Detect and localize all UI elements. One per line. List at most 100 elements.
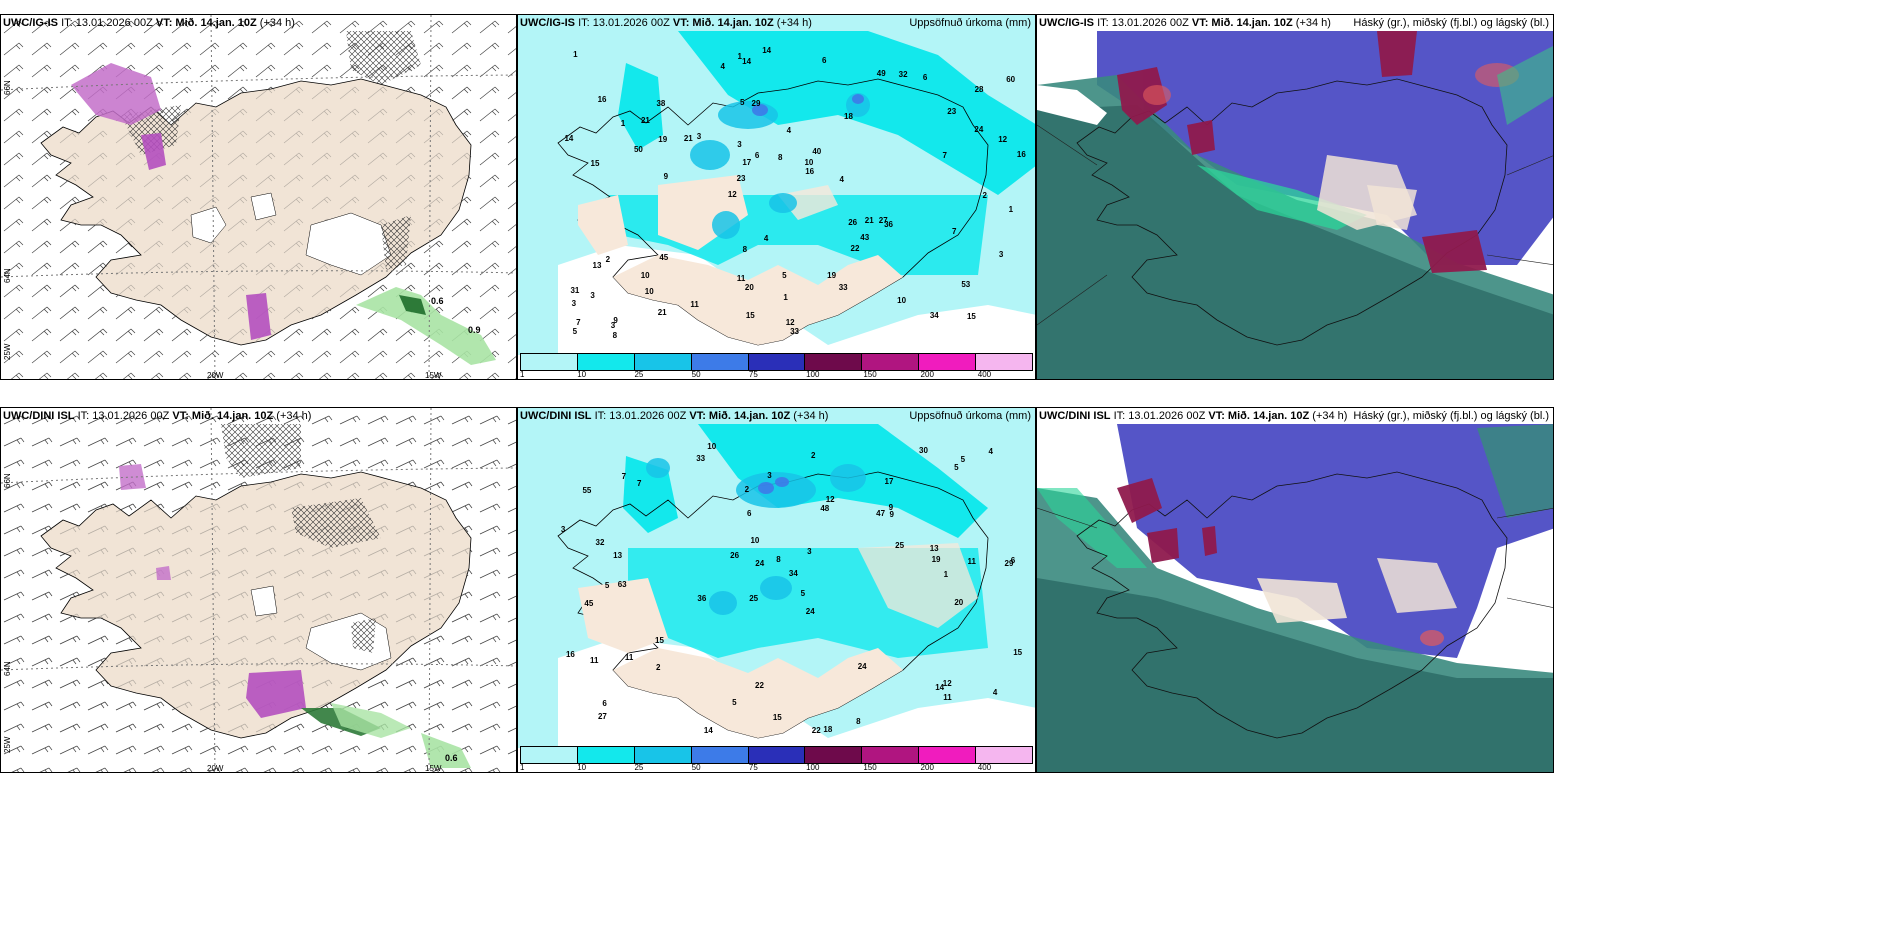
precip-value: 8 — [776, 554, 781, 564]
panel-title: UWC/DINI ISL IT: 13.01.2026 00Z VT: Mið.… — [3, 410, 312, 422]
precip-value: 3 — [560, 524, 566, 534]
legend-bar — [520, 353, 1033, 371]
legend-tick: 75 — [748, 763, 758, 772]
legend-tick: 400 — [977, 370, 992, 379]
precip-value: 29 — [751, 98, 761, 108]
panel-right-title: Uppsöfnuð úrkoma (mm) — [909, 17, 1031, 29]
precip-value: 23 — [736, 174, 746, 184]
precip-value: 6 — [1010, 556, 1016, 566]
precip-value: 33 — [790, 327, 799, 337]
lat-64-label: 64N — [3, 661, 12, 676]
precip-value: 12 — [785, 317, 795, 327]
legend-swatch — [748, 747, 806, 763]
precip-value: 38 — [656, 99, 666, 109]
precip-value: 24 — [805, 607, 815, 617]
precip-value: 11 — [589, 656, 599, 666]
legend-swatch — [521, 747, 578, 763]
precip-value: 32 — [595, 538, 605, 548]
panel-bottom-left-wind-map: UWC/DINI ISL IT: 13.01.2026 00Z VT: Mið.… — [0, 407, 517, 773]
precip-value: 21 — [657, 307, 667, 317]
legend-swatch — [862, 354, 920, 370]
precip-value: 1 — [573, 50, 578, 60]
legend-swatch — [976, 354, 1033, 370]
precip-value: 8 — [742, 244, 748, 254]
lat-66-label: 66N — [3, 473, 12, 488]
legend-swatch — [577, 747, 635, 763]
precip-value: 4 — [763, 234, 769, 244]
precip-value: 31 — [570, 286, 580, 295]
precip-value: 5 — [604, 580, 610, 590]
precip-value: 47 — [876, 508, 886, 518]
legend-tick: 200 — [920, 763, 934, 772]
precip-value: 32 — [898, 70, 908, 80]
precip-value: 10 — [897, 295, 907, 305]
precip-value: 5 — [782, 271, 787, 281]
precip-value: 2 — [656, 663, 661, 673]
precip-value: 24 — [857, 662, 867, 672]
precip-value: 15 — [1013, 648, 1023, 658]
panel-title: UWC/IG-IS IT: 13.01.2026 00Z VT: Mið. 14… — [3, 17, 295, 29]
precip-value: 6 — [602, 698, 607, 708]
precip-value: 36 — [884, 219, 893, 229]
precip-value: 7 — [637, 479, 642, 489]
precip-value: 4 — [839, 175, 844, 185]
precip-value: 10 — [707, 441, 717, 451]
precip-value: 22 — [811, 725, 821, 735]
legend-swatch — [748, 354, 806, 370]
precip-value: 8 — [856, 717, 861, 727]
precip-value: 10 — [640, 271, 650, 281]
precip-value: 22 — [850, 244, 860, 254]
precip-value: 16 — [597, 95, 607, 105]
precip-value: 50 — [633, 144, 643, 154]
legend-swatch — [577, 354, 635, 370]
precip-value: 6 — [754, 150, 760, 160]
precip-value: 53 — [961, 280, 971, 289]
precip-value: 3 — [590, 291, 595, 301]
precip-value: 6 — [922, 72, 928, 82]
legend-tick: 50 — [691, 370, 701, 379]
lon-15-label: 15W — [425, 371, 442, 380]
precip-value: 4 — [786, 126, 792, 136]
legend-swatch — [862, 747, 920, 763]
cloud-map-svg — [1037, 408, 1553, 772]
precip-value: 29 — [1004, 558, 1014, 568]
precip-value: 16 — [565, 649, 575, 659]
precip-value: 3 — [998, 249, 1004, 259]
legend-swatch — [805, 747, 863, 763]
precip-value: 9 — [889, 509, 894, 519]
precip-value: 33 — [838, 282, 848, 292]
legend-swatch — [919, 747, 977, 763]
precip-value: 24 — [974, 124, 984, 134]
precip-value: 11 — [943, 692, 952, 702]
precip-value: 13 — [592, 260, 602, 270]
legend-tick: 1 — [520, 370, 525, 379]
precip-value: 13 — [613, 551, 623, 561]
precip-value: 40 — [812, 147, 822, 156]
precip-value: 4 — [992, 687, 998, 697]
precip-value: 22 — [755, 680, 764, 690]
precip-value: 7 — [621, 471, 627, 481]
precip-value: 43 — [860, 232, 870, 242]
precip-color-legend: 1 10 25 50 75 100 150 200 400 — [518, 353, 1035, 379]
legend-bar — [520, 746, 1033, 764]
precip-value: 4 — [988, 446, 993, 456]
legend-tick: 50 — [691, 763, 701, 772]
legend-swatch — [521, 354, 578, 370]
precip-value: 3 — [571, 299, 577, 309]
precip-value: 15 — [745, 310, 755, 320]
legend-swatch — [634, 354, 692, 370]
legend-tick: 200 — [920, 370, 934, 379]
panel-right-title: Háský (gr.), miðský (fj.bl.) og lágský (… — [1353, 410, 1549, 422]
wind-value: 0.6 — [445, 753, 458, 763]
precip-value: 8 — [612, 331, 618, 341]
precip-value: 1 — [943, 569, 949, 579]
precip-value: 16 — [1016, 150, 1026, 160]
precip-value: 20 — [954, 598, 964, 608]
precip-value: 2 — [982, 191, 987, 201]
legend-tick: 150 — [863, 370, 877, 379]
precip-value: 1 — [783, 293, 788, 303]
lon-25-label: 25W — [3, 736, 12, 753]
precip-value: 14 — [935, 682, 945, 692]
precip-value: 21 — [683, 134, 693, 144]
lon-25-label: 25W — [3, 343, 12, 360]
